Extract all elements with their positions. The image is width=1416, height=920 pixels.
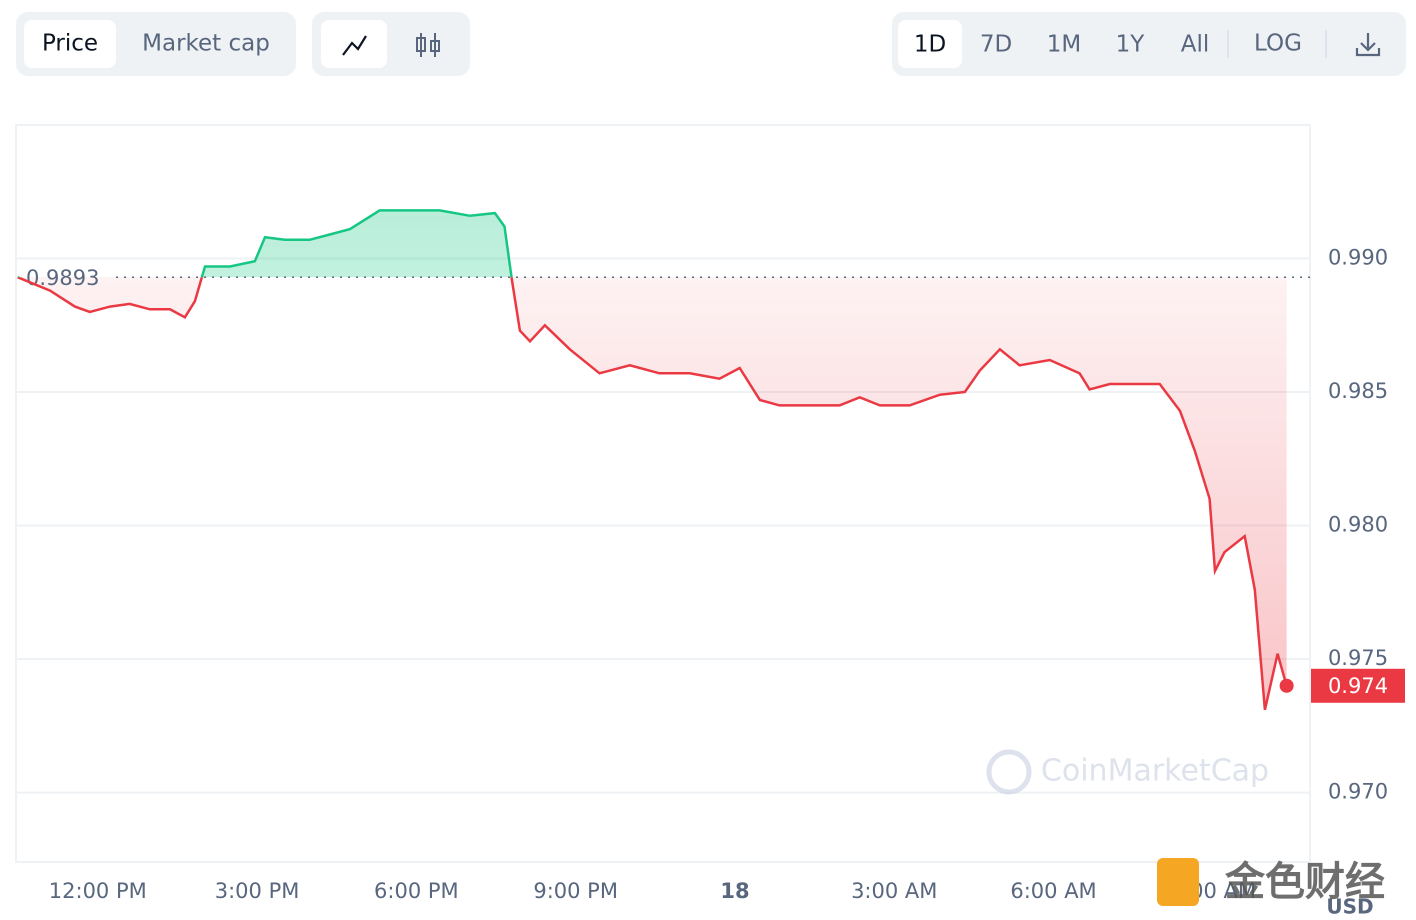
overlay-text: 金色财经	[1224, 859, 1385, 905]
reference-label: 0.9893	[26, 266, 99, 290]
last-point	[1279, 678, 1294, 693]
x-tick-label: 6:00 PM	[374, 879, 459, 903]
y-tick-label: 0.980	[1328, 513, 1388, 537]
x-tick-label: 18	[720, 879, 749, 903]
download-button[interactable]	[1355, 33, 1381, 57]
range-button[interactable]: 1Y	[1116, 32, 1146, 58]
active-pill	[898, 20, 962, 68]
log-button[interactable]: LOG	[1254, 31, 1302, 57]
range-button[interactable]: All	[1181, 32, 1210, 58]
x-tick-label: 6:00 AM	[1010, 879, 1096, 903]
line-chart-button[interactable]	[342, 35, 367, 56]
y-tick-label: 0.975	[1328, 646, 1388, 670]
market-cap-button[interactable]: Market cap	[142, 31, 270, 57]
x-tick-label: 3:00 AM	[851, 879, 937, 903]
range-toggle	[892, 12, 1406, 76]
price-tag-label: 0.974	[1328, 674, 1388, 698]
candle-chart-button[interactable]	[416, 33, 440, 57]
plot-frame	[15, 124, 1311, 863]
area-down	[17, 277, 1287, 710]
range-button[interactable]: 1M	[1047, 32, 1081, 58]
y-tick-label: 0.990	[1328, 246, 1388, 270]
watermark-logo	[986, 749, 1032, 795]
range-button[interactable]: 1D	[914, 32, 946, 58]
area-up	[17, 210, 512, 278]
price-tag	[1311, 668, 1405, 703]
price-button[interactable]: Price	[42, 31, 98, 57]
overlay-logo	[1157, 858, 1199, 906]
price-line-up	[17, 209, 513, 278]
currency-label: USD	[1326, 895, 1373, 919]
y-tick-label: 0.985	[1328, 379, 1388, 403]
x-tick-label: 12:00 PM	[49, 879, 147, 903]
price-line-down	[17, 277, 1288, 711]
y-tick-label: 0.970	[1328, 780, 1388, 804]
x-tick-label: 9:00 PM	[533, 879, 618, 903]
x-tick-label: 3:00 PM	[215, 879, 300, 903]
range-button[interactable]: 7D	[980, 32, 1012, 58]
active-pill	[24, 20, 116, 68]
watermark: CoinMarketCap	[1041, 754, 1269, 789]
